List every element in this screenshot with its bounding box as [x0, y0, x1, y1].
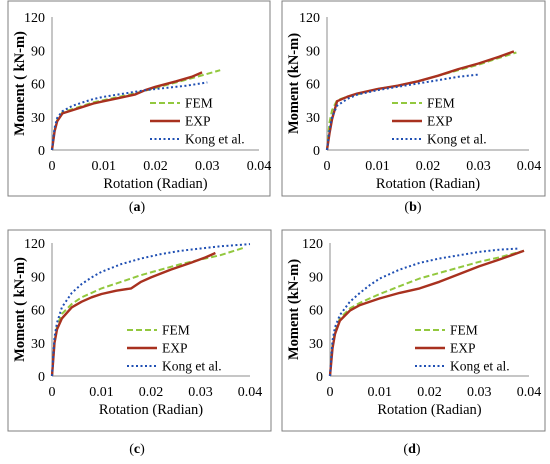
x-tick-label: 0: [327, 385, 334, 400]
series-line-exp: [50, 251, 216, 377]
legend-label: EXP: [427, 114, 453, 129]
panel-caption-letter: c: [134, 442, 140, 457]
y-tick-label: 120: [299, 11, 320, 26]
x-tick-label: 0: [49, 385, 56, 400]
y-tick-label: 120: [302, 237, 323, 252]
x-tick-label: 0.04: [238, 385, 263, 400]
x-tick-label: 0.02: [416, 159, 441, 174]
series-line-exp: [50, 71, 203, 151]
panel-caption: (a): [129, 200, 146, 215]
x-tick-label: 0.02: [143, 159, 168, 174]
x-tick-label: 0.03: [466, 159, 491, 174]
panel-frame: [7, 0, 271, 197]
legend: FEM EXP Kong et al.: [150, 96, 245, 147]
panel-c: 0 30 60 90 120 0 0.01 0.02 0.03 0.04 Rotation (Rad…: [7, 229, 272, 432]
y-tick-label: 90: [31, 270, 45, 285]
panel-d: 0 30 60 90 120 0 0.01 0.02 0.03 0.04 Rotation (Rad…: [281, 229, 546, 432]
x-tick-label: 0.03: [188, 385, 213, 400]
legend: FEM EXP Kong et al.: [127, 323, 222, 374]
legend-label: Kong et al.: [450, 359, 510, 374]
y-tick-label: 30: [309, 337, 323, 352]
y-tick-label: 30: [306, 111, 320, 126]
x-tick-label: 0.04: [247, 159, 272, 174]
y-tick-label: 0: [38, 144, 45, 159]
panel-frame: [281, 0, 546, 197]
panel-caption-letter: d: [408, 442, 416, 457]
legend-label: FEM: [162, 323, 190, 338]
y-tick-label: 0: [316, 370, 323, 385]
y-tick-label: 30: [31, 111, 45, 126]
legend-label: EXP: [185, 114, 211, 129]
y-tick-label: 0: [313, 144, 320, 159]
legend-label: FEM: [427, 96, 455, 111]
y-tick-label: 30: [31, 337, 45, 352]
x-tick-label: 0: [49, 159, 56, 174]
y-tick-label: 120: [24, 237, 45, 252]
y-tick-label: 60: [31, 78, 45, 93]
y-tick-label: 120: [24, 11, 45, 26]
panel-caption: (c): [129, 442, 145, 457]
panel-caption: (b): [404, 200, 421, 215]
y-tick-label: 60: [306, 78, 320, 93]
y-axis-label: Moment ( kN-m): [12, 31, 28, 136]
x-axis-label: Rotation (Radian): [103, 176, 207, 192]
x-tick-label: 0.03: [195, 159, 220, 174]
y-tick-label: 90: [306, 44, 320, 59]
panel-b: 0 30 60 90 120 0 0.01 0.02 0.03 0.04 Rotation (Rad…: [281, 0, 546, 197]
series-line-kong-et-al: [51, 243, 251, 377]
y-tick-label: 90: [31, 44, 45, 59]
legend: FEM EXP Kong et al.: [392, 96, 487, 147]
legend: FEM EXP Kong et al.: [415, 323, 510, 374]
series-line-kong-et-al: [51, 81, 208, 151]
legend-label: Kong et al.: [185, 132, 245, 147]
panel-caption-letter: b: [409, 200, 417, 215]
y-tick-label: 60: [309, 304, 323, 319]
panel-a: 0 30 60 90 120 0 0.01 0.02 0.03 0.04 Rotation (Rad…: [7, 0, 272, 197]
y-tick-label: 60: [31, 304, 45, 319]
x-tick-label: 0.04: [517, 385, 542, 400]
legend-label: Kong et al.: [162, 359, 222, 374]
series-line-exp: [328, 249, 525, 377]
y-tick-label: 90: [309, 270, 323, 285]
y-axis-label: Moment (kN-m): [286, 259, 302, 360]
panel-caption: (d): [403, 442, 420, 457]
panel-frame: [281, 229, 546, 432]
x-tick-label: 0.01: [89, 385, 114, 400]
y-axis-label: Moment ( kN-m): [12, 257, 28, 362]
x-axis-label: Rotation (Radian): [376, 176, 480, 192]
x-tick-label: 0.02: [139, 385, 164, 400]
x-tick-label: 0.02: [417, 385, 442, 400]
x-tick-label: 0.01: [368, 385, 393, 400]
x-tick-label: 0.03: [467, 385, 492, 400]
x-tick-label: 0.04: [517, 159, 542, 174]
x-axis-label: Rotation (Radian): [377, 402, 481, 418]
y-tick-label: 0: [38, 370, 45, 385]
legend-label: EXP: [450, 341, 476, 356]
legend-label: EXP: [162, 341, 188, 356]
panel-caption-letter: a: [134, 200, 141, 215]
legend-label: FEM: [450, 323, 478, 338]
x-tick-label: 0: [324, 159, 331, 174]
legend-label: Kong et al.: [427, 132, 487, 147]
legend-label: FEM: [185, 96, 213, 111]
x-tick-label: 0.01: [365, 159, 390, 174]
y-axis-label: Moment (kN-m): [286, 33, 302, 134]
x-tick-label: 0.01: [92, 159, 117, 174]
x-axis-label: Rotation (Radian): [99, 402, 203, 418]
